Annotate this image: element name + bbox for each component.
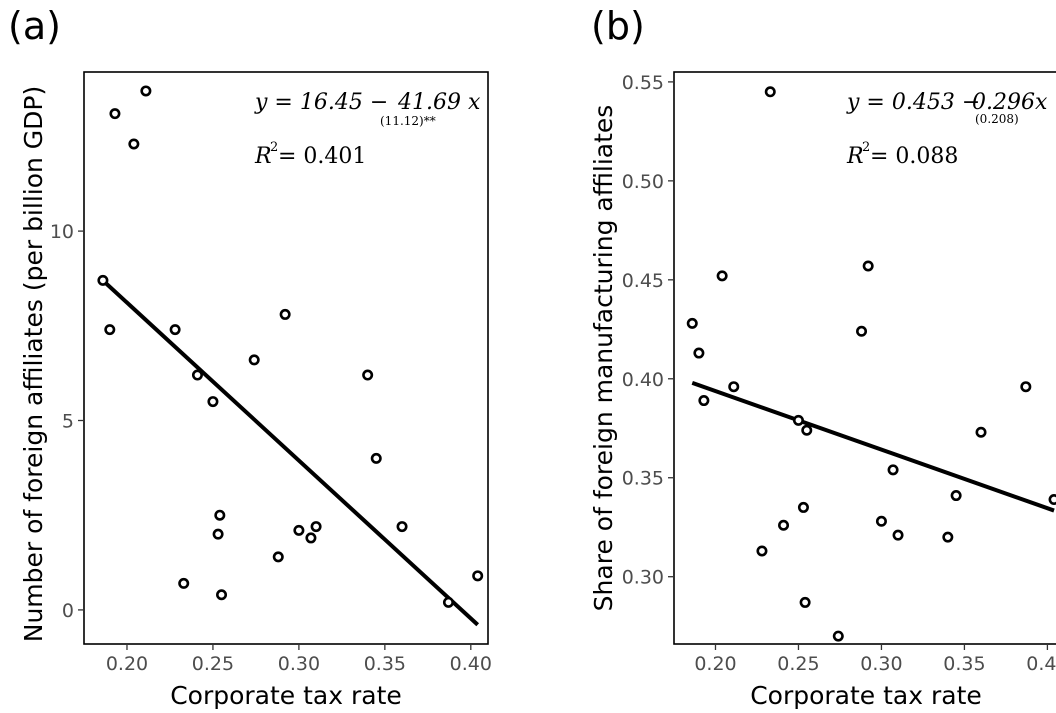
data-point-b — [862, 260, 874, 272]
data-point-b — [1020, 381, 1032, 393]
data-point-b — [716, 270, 728, 282]
x-tick-label-b: 0.30 — [860, 653, 902, 675]
data-point-a — [214, 509, 226, 521]
data-point-b — [698, 395, 710, 407]
r2-sup-a: 2 — [270, 140, 278, 155]
panel-a: (a) Number of foreign affiliates (per bi… — [8, 4, 492, 710]
data-point-a — [293, 524, 305, 536]
data-point-b — [832, 630, 844, 642]
data-point-a — [109, 108, 121, 120]
x-axis-title-b: Corporate tax rate — [750, 681, 982, 710]
data-point-b — [856, 325, 868, 337]
panel-label-b: (b) — [591, 4, 645, 48]
x-tick-label-b: 0.35 — [943, 653, 985, 675]
y-axis-title-b: Share of foreign manufacturing affiliate… — [589, 105, 618, 612]
x-tick-label-a: 0.35 — [364, 653, 406, 675]
x-tick-label-a: 0.20 — [106, 653, 148, 675]
data-point-a — [362, 369, 374, 381]
y-tick-label-a: 10 — [50, 221, 74, 243]
equation-a-lhs: y = 16.45 − — [254, 90, 388, 115]
y-tick-label-b: 0.40 — [622, 369, 664, 391]
data-point-a — [216, 589, 228, 601]
y-tick-label-a: 5 — [62, 411, 74, 433]
data-point-a — [472, 570, 484, 582]
y-tick-label-b: 0.35 — [622, 468, 664, 490]
data-point-a — [191, 369, 203, 381]
data-point-a — [396, 521, 408, 533]
data-point-b — [799, 596, 811, 608]
equation-b-term: 0.296x — [972, 90, 1048, 115]
ticks-a: 0.20 0.25 0.30 0.35 0.40 0 5 10 — [50, 221, 492, 675]
r2-sup-b: 2 — [862, 140, 870, 155]
data-point-a — [310, 521, 322, 533]
ticks-b: 0.20 0.25 0.30 0.35 0.40 0.30 0.35 0.40 0.45 0.50… — [622, 72, 1056, 675]
y-tick-label-b: 0.50 — [622, 171, 664, 193]
regression-line-b — [691, 380, 1055, 513]
equation-a-se: (11.12)** — [380, 114, 436, 128]
x-tick-label-a: 0.40 — [450, 653, 492, 675]
data-point-b — [942, 531, 954, 543]
y-tick-label-b: 0.55 — [622, 72, 664, 94]
r2-label-b: R — [846, 144, 864, 169]
x-axis-title-a: Corporate tax rate — [170, 681, 402, 710]
plot-frame-a — [83, 71, 489, 645]
data-point-a — [169, 324, 181, 336]
data-point-a — [178, 577, 190, 589]
data-point-a — [305, 532, 317, 544]
data-point-a — [272, 551, 284, 563]
x-tick-label-a: 0.25 — [192, 653, 234, 675]
x-tick-label-b: 0.25 — [777, 653, 819, 675]
regression-line-a — [101, 279, 480, 627]
r2-value-a: = 0.401 — [278, 144, 366, 169]
plot-frame-b — [673, 71, 1056, 645]
data-point-a — [279, 308, 291, 320]
x-tick-label-a: 0.30 — [278, 653, 320, 675]
data-point-b — [686, 317, 698, 329]
data-point-a — [370, 452, 382, 464]
data-point-b — [797, 501, 809, 513]
panel-b: (b) Share of foreign manufacturing affil… — [589, 4, 1056, 710]
x-tick-label-b: 0.20 — [694, 653, 736, 675]
data-point-a — [128, 138, 140, 150]
data-point-a — [104, 324, 116, 336]
data-point-b — [792, 414, 804, 426]
data-point-a — [97, 274, 109, 286]
data-point-a — [140, 85, 152, 97]
data-point-b — [778, 519, 790, 531]
data-point-b — [975, 426, 987, 438]
data-point-b — [693, 347, 705, 359]
points-a — [97, 85, 484, 627]
y-axis-title-a: Number of foreign affiliates (per billio… — [19, 86, 48, 643]
data-point-b — [728, 381, 740, 393]
data-point-b — [875, 515, 887, 527]
r2-value-b: = 0.088 — [870, 144, 958, 169]
data-point-b — [892, 529, 904, 541]
y-tick-label-b: 0.45 — [622, 270, 664, 292]
data-point-a — [207, 396, 219, 408]
equation-b-lhs: y = 0.453 − — [846, 90, 980, 115]
y-tick-label-a: 0 — [62, 600, 74, 622]
data-point-a — [442, 596, 454, 608]
y-tick-label-b: 0.30 — [622, 567, 664, 589]
points-b — [686, 86, 1056, 642]
data-point-b — [1048, 494, 1056, 506]
r2-label-a: R — [254, 144, 272, 169]
data-point-a — [212, 528, 224, 540]
data-point-b — [887, 464, 899, 476]
data-point-b — [801, 424, 813, 436]
data-point-b — [764, 86, 776, 98]
equation-a-term: 41.69 x — [397, 90, 481, 115]
data-point-b — [756, 545, 768, 557]
equation-b-se: (0.208) — [975, 112, 1019, 126]
panel-label-a: (a) — [8, 4, 61, 48]
data-point-b — [950, 490, 962, 502]
x-tick-label-b: 0.40 — [1026, 653, 1056, 675]
data-point-a — [248, 354, 260, 366]
